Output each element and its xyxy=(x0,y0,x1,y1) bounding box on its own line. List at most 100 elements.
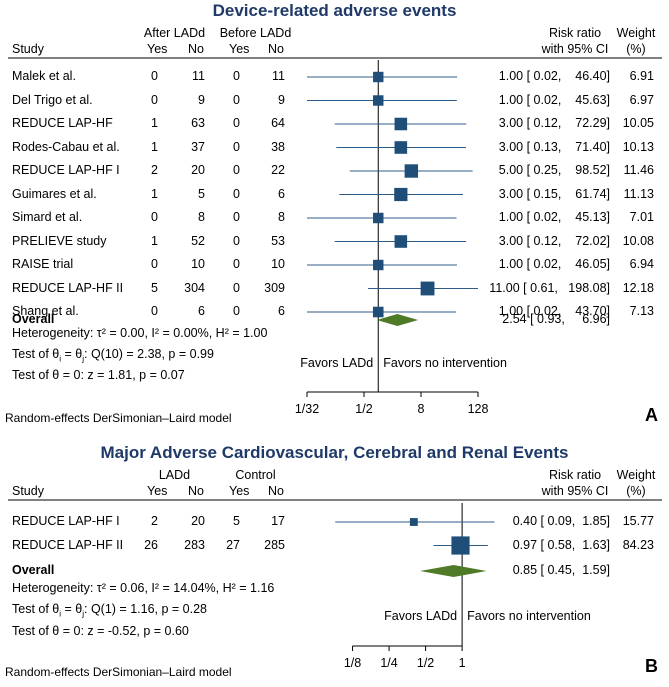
heterogeneity-stat: Heterogeneity: τ² = 0.06, I² = 14.04%, H… xyxy=(12,581,275,595)
x-tick-label: 1/2 xyxy=(355,402,373,416)
group1-no-cell: 52 xyxy=(191,233,205,248)
weight-value: 12.18 xyxy=(622,280,654,295)
weight-value: 10.05 xyxy=(622,116,654,130)
group2-no-cell: 6 xyxy=(278,186,285,201)
overall-ci: 2.54 [ 0.93, 6.96] xyxy=(502,312,610,326)
x-tick-label: 1/8 xyxy=(343,656,362,670)
study-marker xyxy=(394,141,408,154)
weight-value: 15.77 xyxy=(622,514,654,528)
group2-no-header: No xyxy=(268,42,284,56)
study-name: Guimares et al. xyxy=(12,186,97,201)
effect-header-line2: with 95% CI xyxy=(541,42,609,56)
panel-label: A xyxy=(645,405,658,425)
study-name: REDUCE LAP-HF II xyxy=(12,537,124,552)
group1-yes-header: Yes xyxy=(147,42,168,56)
weight-value: 7.01 xyxy=(629,210,654,224)
study-name: Del Trigo et al. xyxy=(12,92,93,107)
panel-label: B xyxy=(645,656,658,676)
study-marker xyxy=(373,259,384,271)
x-tick-label: 1/32 xyxy=(294,402,320,416)
effect-header-line1: Risk ratio xyxy=(548,468,602,482)
group2-header: Control xyxy=(235,468,276,482)
group2-yes-header: Yes xyxy=(229,484,250,498)
group1-header: LADd xyxy=(158,468,191,482)
study-name: Shang et al. xyxy=(12,304,79,318)
study-name: RAISE trial xyxy=(12,257,74,271)
overall-ci: 0.85 [ 0.45, 1.59] xyxy=(512,563,610,577)
group2-yes-cell: 0 xyxy=(233,280,240,295)
weight-value: 6.97 xyxy=(629,92,654,107)
favors-left-label: Favors LADd xyxy=(384,609,458,623)
group2-no-cell: 53 xyxy=(271,233,285,248)
model-footnote: Random-effects DerSimonian–Laird model xyxy=(5,411,232,425)
group1-no-cell: 9 xyxy=(198,92,205,107)
panel-title: Device-related adverse events xyxy=(212,1,457,20)
risk-ratio-ci: 3.00 [ 0.15, 61.74] xyxy=(498,186,610,201)
group1-no-cell: 11 xyxy=(192,69,205,83)
group1-yes-cell: 5 xyxy=(151,280,158,295)
risk-ratio-ci: 5.00 [ 0.25, 98.52] xyxy=(498,163,610,177)
group2-yes-cell: 0 xyxy=(233,257,240,271)
group1-no-cell: 5 xyxy=(198,186,205,201)
favors-right-label: Favors no intervention xyxy=(383,356,507,370)
group2-no-cell: 22 xyxy=(271,163,285,177)
heterogeneity-stat: Test of θ = 0: z = -0.52, p = 0.60 xyxy=(12,624,189,638)
group1-no-cell: 304 xyxy=(184,280,205,295)
group1-no-cell: 8 xyxy=(198,210,205,224)
risk-ratio-ci: 1.00 [ 0.02, 45.63] xyxy=(498,92,610,107)
favors-right-label: Favors no intervention xyxy=(467,609,591,623)
group2-yes-cell: 0 xyxy=(233,139,240,154)
group2-yes-cell: 0 xyxy=(233,233,240,248)
group1-no-cell: 20 xyxy=(191,163,205,177)
group2-yes-cell: 0 xyxy=(233,69,240,83)
weight-value: 10.13 xyxy=(622,139,654,154)
study-name: Rodes-Cabau et al. xyxy=(12,139,120,154)
risk-ratio-ci: 0.40 [ 0.09, 1.85] xyxy=(512,514,610,528)
weight-header-line1: Weight xyxy=(616,26,656,40)
weight-value: 10.08 xyxy=(622,233,654,248)
group2-no-cell: 17 xyxy=(271,514,285,528)
weight-header-line1: Weight xyxy=(616,468,656,482)
risk-ratio-ci: 3.00 [ 0.12, 72.02] xyxy=(498,233,610,248)
weight-value: 11.46 xyxy=(623,163,654,177)
group2-no-header: No xyxy=(268,484,284,498)
risk-ratio-ci: 0.97 [ 0.58, 1.63] xyxy=(512,537,610,552)
risk-ratio-ci: 1.00 [ 0.02, 45.13] xyxy=(498,210,610,224)
study-marker xyxy=(372,306,384,318)
group1-yes-cell: 1 xyxy=(151,116,158,130)
overall-diamond xyxy=(376,314,419,326)
group2-no-cell: 6 xyxy=(278,304,285,318)
group2-yes-cell: 0 xyxy=(233,92,240,107)
weight-value: 7.13 xyxy=(629,304,654,318)
x-tick-label: 1 xyxy=(458,656,466,670)
effect-header-line1: Risk ratio xyxy=(548,26,602,40)
study-marker xyxy=(373,71,384,83)
group1-header: After LADd xyxy=(143,26,206,40)
group2-yes-cell: 5 xyxy=(233,514,240,528)
heterogeneity-stat: Test of θi = θj: Q(1) = 1.16, p = 0.28 xyxy=(12,602,208,619)
group2-yes-header: Yes xyxy=(229,42,250,56)
group2-no-cell: 9 xyxy=(278,92,285,107)
study-column-header: Study xyxy=(12,484,44,498)
risk-ratio-ci: 1.00 [ 0.02, 46.05] xyxy=(498,257,610,271)
heterogeneity-stat: Test of θ = 0: z = 1.81, p = 0.07 xyxy=(12,368,185,382)
group1-no-header: No xyxy=(188,484,204,498)
x-tick-label: 1/4 xyxy=(380,656,398,670)
overall-diamond xyxy=(420,565,487,577)
weight-header-line2: (%) xyxy=(626,484,646,498)
group1-no-cell: 10 xyxy=(191,257,205,271)
group1-yes-cell: 2 xyxy=(151,514,158,528)
group2-no-cell: 38 xyxy=(271,139,285,154)
group1-no-cell: 6 xyxy=(198,304,205,318)
group1-yes-cell: 1 xyxy=(151,186,158,201)
x-tick-label: 1/2 xyxy=(416,656,435,670)
group1-yes-cell: 1 xyxy=(151,139,158,154)
study-marker xyxy=(373,95,384,106)
favors-left-label: Favors LADd xyxy=(300,356,374,370)
group2-yes-cell: 0 xyxy=(233,163,240,177)
group2-yes-cell: 0 xyxy=(233,186,240,201)
overall-label: Overall xyxy=(12,312,55,326)
heterogeneity-stat: Test of θi = θj: Q(10) = 2.38, p = 0.99 xyxy=(12,347,214,364)
model-footnote: Random-effects DerSimonian–Laird model xyxy=(5,665,232,679)
